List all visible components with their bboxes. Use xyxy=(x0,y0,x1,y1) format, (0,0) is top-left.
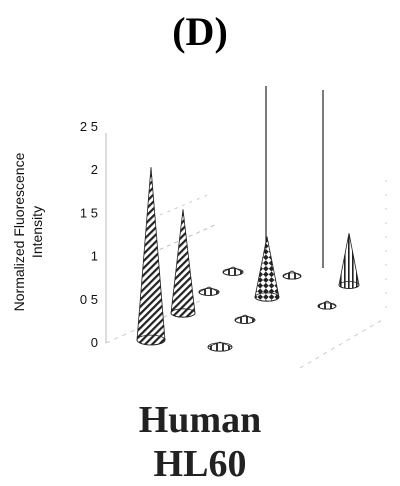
y-tick-label: 1 xyxy=(91,249,98,264)
cone-mark xyxy=(254,236,280,302)
caption-line-1: Human xyxy=(138,399,262,441)
y-tick-label: 2 5 xyxy=(80,119,98,134)
cone-base xyxy=(254,292,280,302)
cone-base xyxy=(170,308,196,318)
cone-1 xyxy=(136,167,166,346)
floor-diagonal-2 xyxy=(299,319,383,369)
cone-base xyxy=(282,272,302,280)
y-tick-label: 0 xyxy=(91,335,98,350)
cone-2 xyxy=(170,209,196,318)
y-tick-label: 1 5 xyxy=(80,205,98,220)
cone-mark xyxy=(170,209,196,318)
cone-9 xyxy=(317,300,337,310)
caption-line-2: HL60 xyxy=(153,443,247,485)
cone-chart: Normalized Fluorescence Intensity 0 0 5 1 1… xyxy=(11,86,387,369)
cone-7 xyxy=(254,236,280,302)
panel-label: (D) xyxy=(172,9,228,54)
cones-group xyxy=(136,167,360,352)
cone-base xyxy=(207,342,233,352)
cone-base xyxy=(317,302,337,310)
cone-mark xyxy=(338,233,360,289)
chart-axes xyxy=(105,86,387,369)
grid-line-2 xyxy=(159,193,211,216)
cone-mark xyxy=(136,167,166,346)
y-tick-label: 2 xyxy=(91,162,98,177)
cone-5 xyxy=(234,314,256,324)
cone-4 xyxy=(198,286,220,296)
cone-6 xyxy=(222,266,244,276)
cone-base xyxy=(136,334,166,346)
cone-10 xyxy=(338,233,360,289)
y-axis-label-line-1: Normalized Fluorescence xyxy=(11,152,27,311)
cone-base xyxy=(222,268,244,276)
cone-base xyxy=(198,288,220,296)
cone-base xyxy=(234,316,256,324)
y-tick-labels: 0 0 5 1 1 5 2 2 5 xyxy=(80,119,98,350)
y-tick-label: 0 5 xyxy=(80,292,98,307)
cone-base xyxy=(338,281,360,289)
cone-8 xyxy=(282,270,302,280)
y-axis-label-line-2: Intensity xyxy=(29,206,45,258)
cone-3 xyxy=(207,341,233,352)
